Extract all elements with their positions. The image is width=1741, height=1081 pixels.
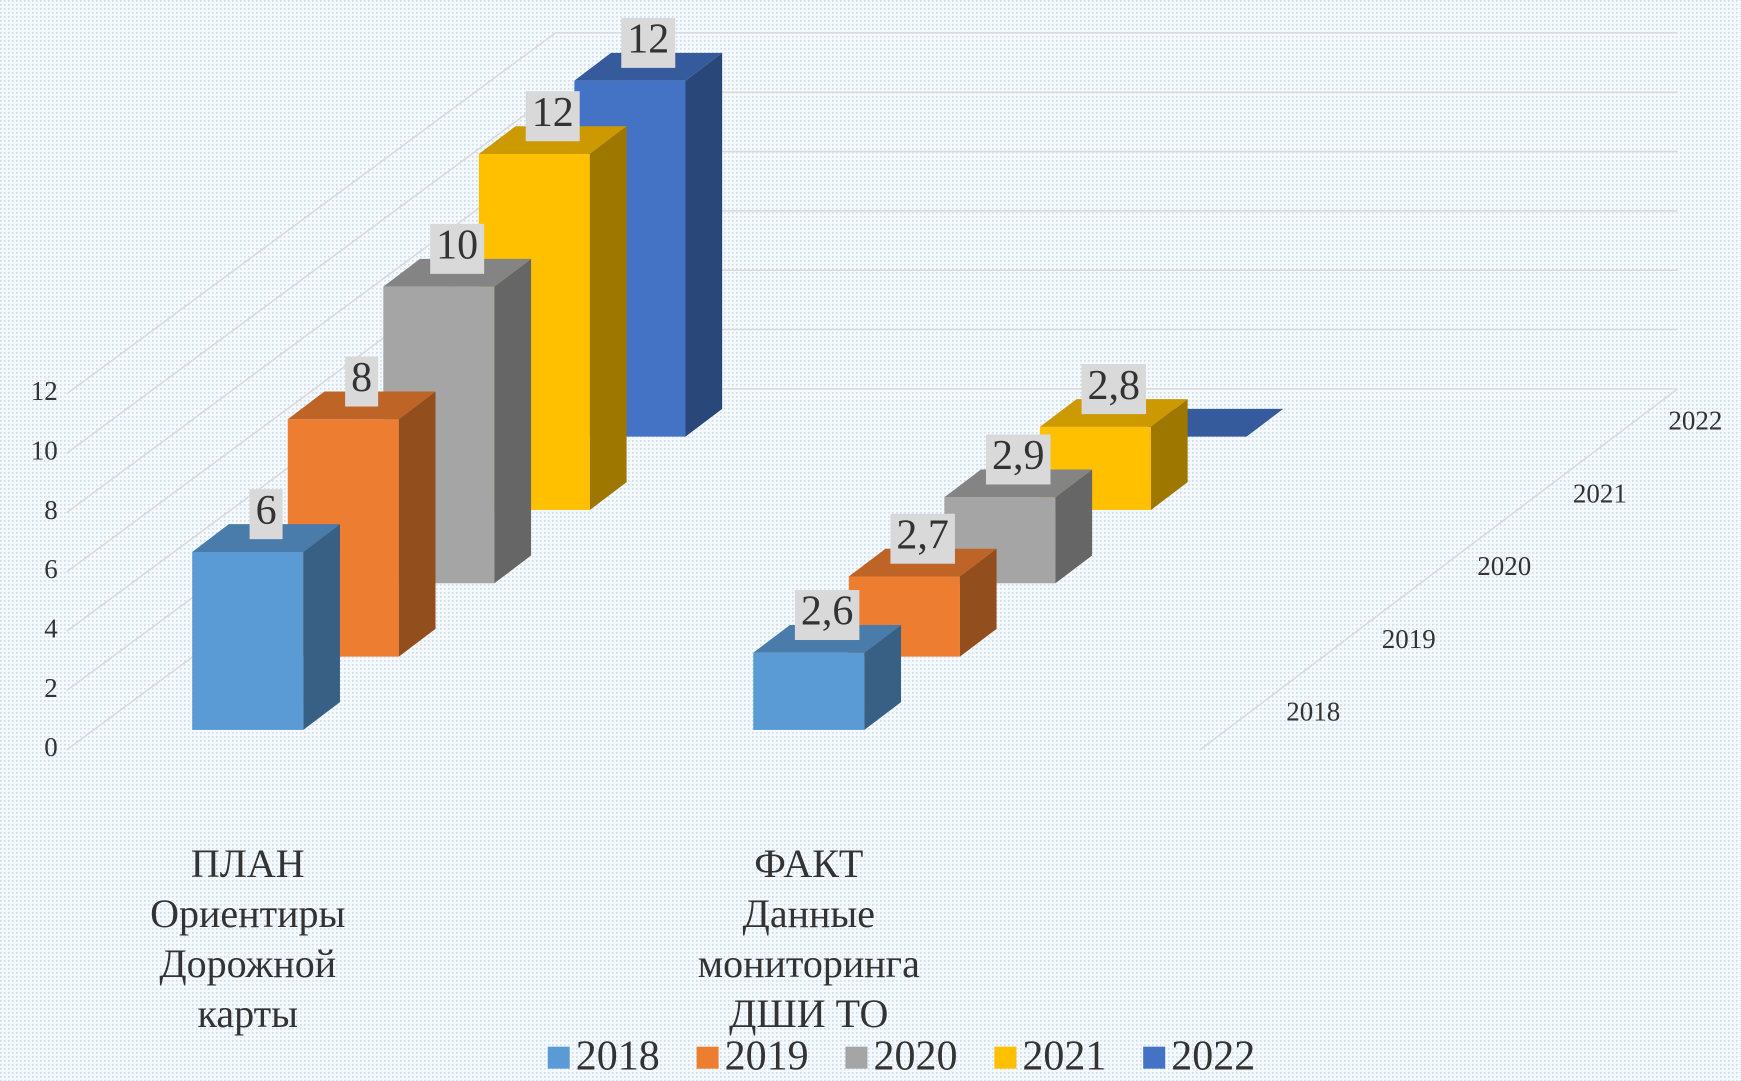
data-label: 2,8 bbox=[1088, 363, 1141, 409]
legend-label: 2020 bbox=[873, 1033, 957, 1079]
bar-side bbox=[589, 126, 627, 510]
depth-label: 2019 bbox=[1382, 624, 1436, 654]
y-tick-label: 12 bbox=[31, 376, 58, 406]
y-tick-label: 10 bbox=[31, 435, 58, 465]
data-label-bg bbox=[621, 17, 676, 68]
data-label-bg bbox=[525, 91, 580, 142]
depth-label: 2022 bbox=[1668, 405, 1722, 435]
depth-label: 2018 bbox=[1286, 697, 1340, 727]
legend-label: 2018 bbox=[576, 1033, 660, 1079]
depth-label: 2021 bbox=[1573, 478, 1627, 508]
data-label-bg bbox=[794, 590, 860, 641]
data-label: 2,6 bbox=[801, 589, 854, 635]
bar-side bbox=[494, 258, 532, 584]
y-tick-label: 6 bbox=[44, 554, 58, 584]
legend-label: 2019 bbox=[725, 1033, 809, 1079]
data-label: 2,7 bbox=[896, 512, 949, 558]
legend-label: 2021 bbox=[1022, 1033, 1106, 1079]
data-label-bg bbox=[345, 356, 379, 407]
depth-label: 2020 bbox=[1477, 551, 1531, 581]
data-label: 8 bbox=[351, 355, 372, 401]
x-tick-label: ПЛАН Ориентиры Дорожной карты bbox=[150, 841, 346, 1037]
bar-front bbox=[192, 551, 304, 730]
y-tick-label: 4 bbox=[44, 613, 58, 643]
grid-line bbox=[66, 32, 1678, 395]
data-label-bg bbox=[249, 489, 283, 540]
data-label: 10 bbox=[436, 223, 478, 269]
bar-side bbox=[685, 52, 723, 437]
y-tick-label: 2 bbox=[44, 673, 58, 703]
data-label-bg bbox=[430, 223, 485, 274]
bar-side bbox=[303, 524, 340, 730]
legend-swatch bbox=[696, 1046, 719, 1069]
bar-front bbox=[753, 652, 865, 730]
legend-swatch bbox=[845, 1046, 868, 1069]
legend-label: 2022 bbox=[1171, 1033, 1255, 1079]
data-label: 6 bbox=[256, 488, 277, 534]
bar-side bbox=[864, 625, 902, 730]
floor-line bbox=[1199, 388, 1679, 751]
data-label: 2,9 bbox=[992, 433, 1045, 479]
bar-side bbox=[398, 391, 436, 657]
x-tick-label: ФАКТ Данные мониторинга ДШИ ТО bbox=[697, 841, 920, 1037]
bar-side bbox=[1055, 469, 1093, 584]
bar-side bbox=[1150, 399, 1188, 510]
y-tick-label: 0 bbox=[44, 732, 58, 762]
data-label: 12 bbox=[627, 17, 669, 63]
bar-side bbox=[959, 548, 997, 657]
legend-swatch bbox=[994, 1046, 1017, 1069]
data-label-bg bbox=[1081, 364, 1147, 415]
legend-swatch bbox=[1143, 1046, 1166, 1069]
bar bbox=[848, 548, 997, 657]
bar bbox=[753, 625, 902, 730]
legend-swatch bbox=[547, 1046, 570, 1069]
data-label-bg bbox=[890, 513, 955, 564]
data-label: 12 bbox=[532, 90, 574, 136]
data-label-bg bbox=[985, 434, 1051, 485]
y-tick-label: 8 bbox=[44, 495, 58, 525]
bar bbox=[192, 524, 340, 730]
